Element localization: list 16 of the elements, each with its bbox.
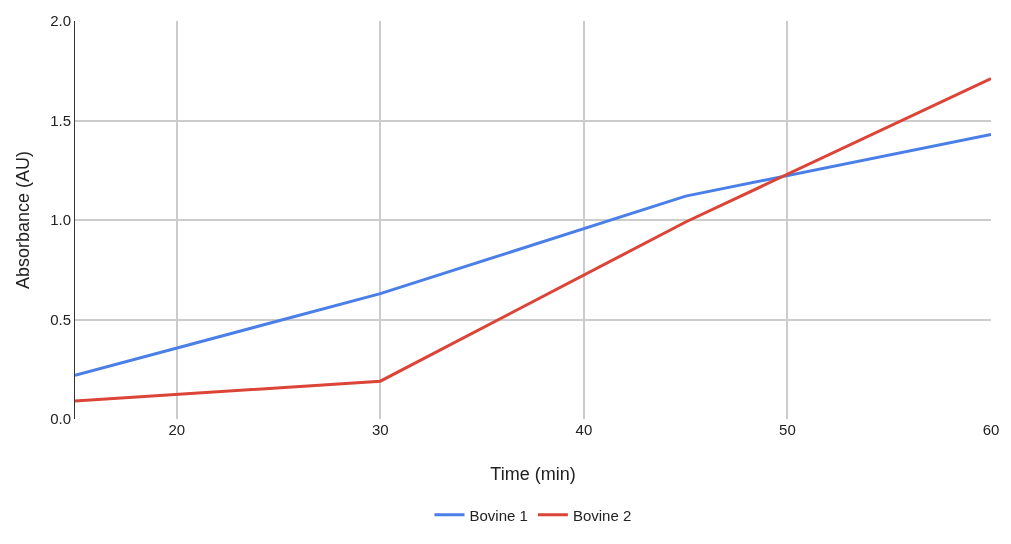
y-tick-label: 0.5: [50, 310, 71, 328]
y-axis-title: Absorbance (AU): [13, 150, 33, 290]
y-tick-label: 1.5: [50, 111, 71, 129]
legend-label: Bovine 1: [469, 506, 528, 524]
x-tick-label: 50: [779, 421, 796, 438]
line-series: [75, 132, 991, 377]
x-tick-label: 40: [575, 421, 593, 438]
x-tick-label: 20: [168, 421, 186, 438]
y-tick-label: 0.0: [50, 410, 71, 428]
y-tick-label: 1.0: [50, 211, 71, 229]
line-series: [75, 77, 991, 403]
x-axis-title: Time (min): [490, 464, 576, 485]
legend-label: Bovine 2: [572, 506, 632, 524]
y-tick-label: 2.0: [50, 12, 71, 30]
x-tick-label: 60: [982, 421, 1000, 438]
x-tick-label: 30: [371, 421, 389, 438]
